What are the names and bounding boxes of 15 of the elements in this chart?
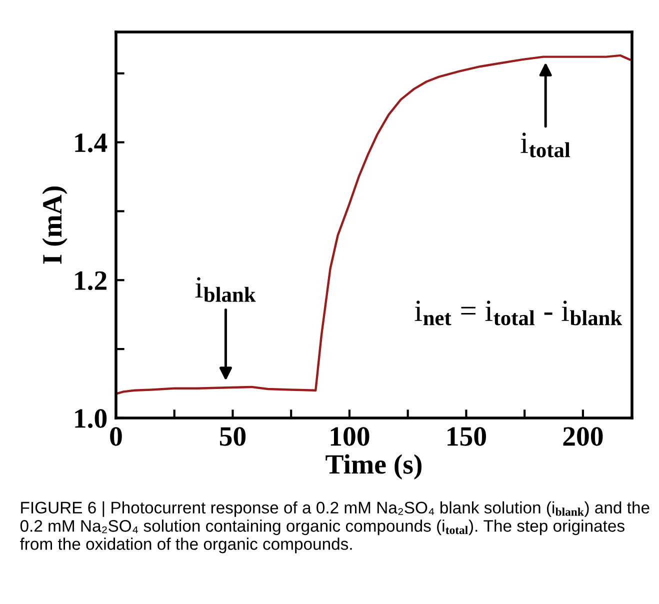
line-series [116,54,631,395]
x-axis-title: Time (s) [326,454,422,480]
annotation: i$_{total}$ [520,132,570,158]
x-tick-label: 0 [110,427,122,446]
x-tick-label: 150 [448,427,486,446]
y-tick-label: 1.0 [75,409,107,428]
annotation: i$_{net}$ = i$_{total}$ - i$_{blank}$ [414,300,622,326]
x-tick-label: 100 [330,427,370,446]
text: FIGURE 6 | Photocurrent response of a 0.2 mM Na₂SO₄ blank solution (i$_{blank}$) and the 0.2 mM Na₂SO₄ solution containing organic compounds (i$_{total}$). The step originates from the oxidation of the organic compounds. [20,501,650,554]
x-tick-label: 200 [563,427,603,446]
y-tick-label: 1.4 [75,134,108,152]
y-tick-label: 1.2 [75,271,106,290]
x-tick-label: 50 [220,427,246,446]
annotation: i$_{blank}$ [195,277,256,302]
y-axis-title: I (mA) [42,186,68,264]
